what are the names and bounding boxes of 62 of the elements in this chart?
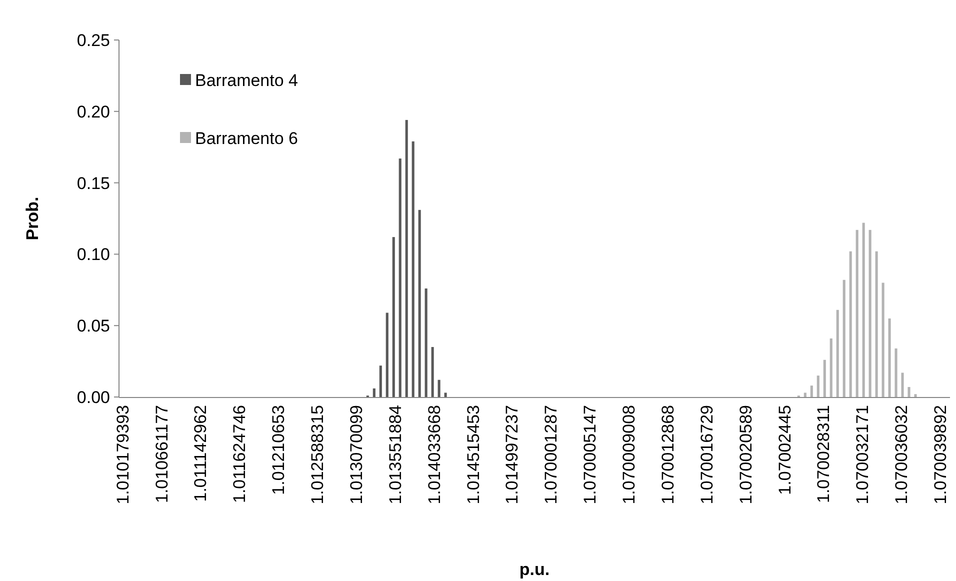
x-tick-label: 1.01210653 [269,405,288,495]
bar [424,288,428,397]
y-axis-title: Prob. [23,196,42,240]
x-tick-label: 1.013070099 [346,405,366,504]
x-tick-label: 1.070020589 [736,405,756,504]
bar [908,387,910,397]
x-tick-label: 1.010661177 [152,405,172,504]
bar [882,282,884,397]
x-tick-label: 1.070009008 [620,405,639,504]
bar [398,158,402,397]
legend-label: Barramento 4 [195,70,298,90]
bar [842,280,846,397]
x-tick-label: 1.013551884 [386,405,405,504]
bar [431,347,434,397]
bar [868,230,872,397]
bar [836,310,839,397]
bar [405,120,408,397]
x-tick-label: 1.011624746 [230,405,250,504]
bar [379,366,382,397]
x-tick-label: 1.070001287 [542,405,561,504]
bar [901,372,904,397]
y-tick-label: 0.15 [76,174,110,193]
y-tick-label: 0.05 [76,316,110,336]
x-tick-label: 1.010179393 [113,405,132,504]
bar [849,251,852,397]
bar [444,392,447,397]
x-tick-label: 1.070028311 [814,405,834,504]
x-tick-label: 1.070036032 [892,405,912,504]
y-tick-label: 0.00 [76,388,110,407]
bar [392,237,395,397]
y-tick-label: 0.10 [76,245,110,264]
bar [888,318,891,397]
bar [372,388,376,397]
bar [804,392,806,397]
bar [810,386,813,397]
bar [914,394,917,397]
y-tick-label: 0.25 [76,30,110,50]
bar [386,312,388,397]
x-tick-label: 1.014033668 [424,405,444,504]
x-tick-label: 1.011142962 [191,405,210,502]
bar [438,380,440,397]
x-tick-label: 1.070012868 [658,405,678,504]
x-tick-label: 1.070032171 [853,405,872,504]
x-tick-label: 1.014997237 [502,405,522,504]
x-tick-label: 1.070039892 [931,405,950,504]
bar [418,210,421,397]
bar [830,338,832,397]
bar [894,348,898,397]
x-tick-label: 1.07002445 [775,405,794,495]
y-tick-label: 0.20 [76,102,110,122]
x-tick-label: 1.012588315 [308,405,328,504]
x-tick-label: 1.070005147 [580,405,600,504]
bar [823,360,826,397]
x-axis-title: p.u. [519,560,550,579]
bar [875,251,878,397]
legend-label: Barramento 6 [195,128,298,148]
x-tick-label: 1.070016729 [697,405,716,504]
bar [856,230,858,397]
bar [862,222,865,397]
bar [412,141,414,397]
bar [816,376,820,397]
x-tick-label: 1.014515453 [464,405,483,504]
